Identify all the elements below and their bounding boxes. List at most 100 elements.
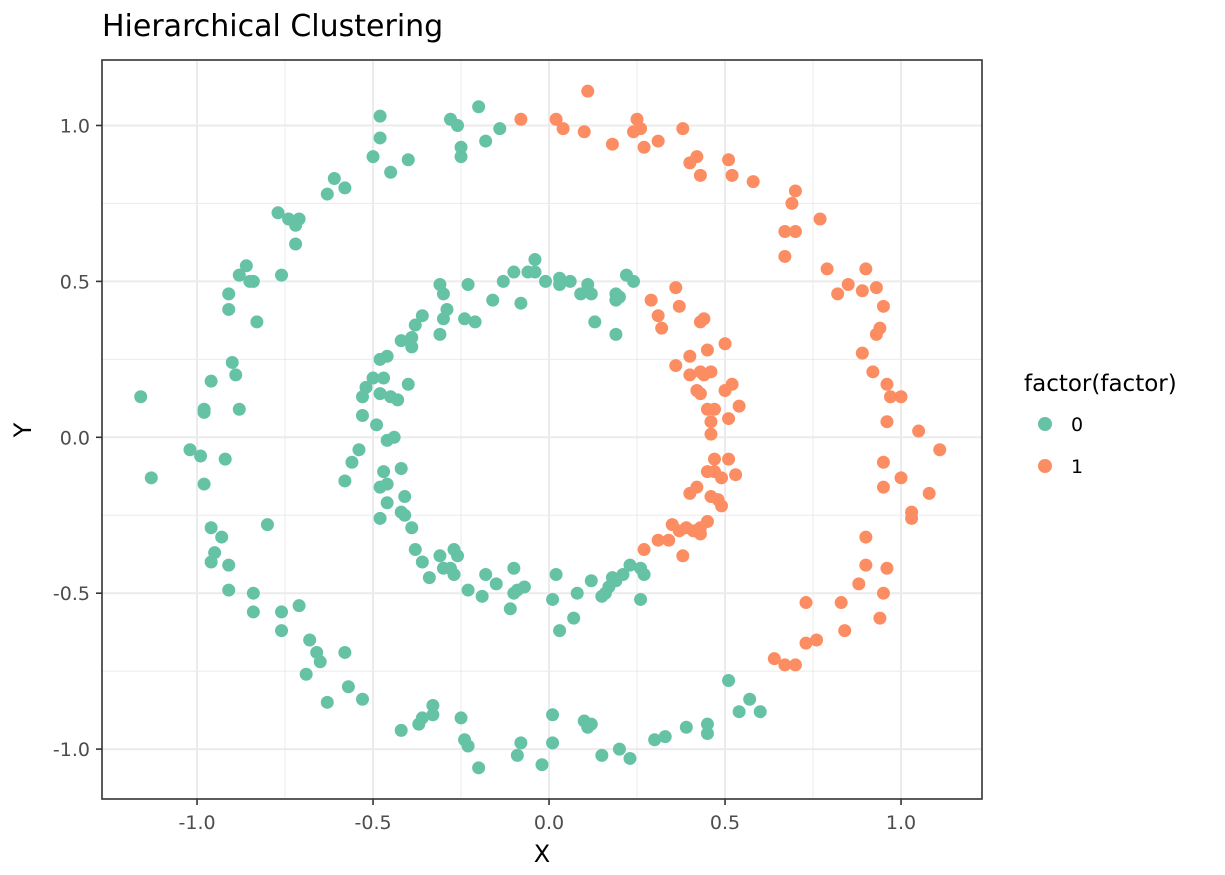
data-point-0 [222,583,236,597]
data-point-1 [676,549,690,563]
data-point-1 [683,349,697,363]
data-point-1 [722,412,736,426]
data-point-1 [859,530,873,544]
data-point-0 [479,134,493,148]
y-axis: -1.0 -0.5 0.0 0.5 1.0 [53,115,102,761]
data-point-0 [222,558,236,572]
data-point-0 [225,355,239,369]
data-point-0 [345,455,359,469]
data-point-0 [637,567,651,581]
x-tick-label: 1.0 [886,812,916,834]
data-point-0 [183,443,197,457]
data-point-1 [634,122,648,136]
data-point-0 [454,150,468,164]
data-point-0 [546,736,560,750]
data-point-1 [605,137,619,151]
data-point-1 [651,309,665,323]
data-point-0 [743,692,757,706]
data-point-0 [373,109,387,123]
data-point-1 [514,112,528,126]
data-point-0 [338,474,352,488]
data-point-0 [232,268,246,282]
x-axis: -1.0 -0.5 0.0 0.5 1.0 [179,799,916,834]
data-point-0 [468,315,482,329]
legend-key-0 [1038,417,1052,431]
data-point-1 [880,377,894,391]
y-tick-label: 0.5 [60,271,90,293]
data-point-1 [672,299,686,313]
data-point-1 [820,262,834,276]
legend-label-1: 1 [1071,456,1083,478]
data-point-0 [514,296,528,310]
data-point-1 [725,377,739,391]
data-point-0 [584,574,598,588]
data-point-1 [876,299,890,313]
data-point-0 [422,571,436,585]
data-point-1 [644,293,658,307]
data-point-0 [260,518,274,532]
data-point-0 [289,237,303,251]
data-point-0 [700,717,714,731]
y-tick-label: 1.0 [60,115,90,137]
data-point-0 [433,327,447,341]
data-point-0 [458,312,472,326]
data-point-0 [451,118,465,132]
data-point-1 [700,343,714,357]
data-point-0 [553,278,567,292]
data-point-0 [595,748,609,762]
data-point-0 [623,558,637,572]
data-point-0 [623,751,637,765]
data-point-0 [461,278,475,292]
data-point-0 [461,739,475,753]
data-point-1 [813,212,827,226]
legend: factor(factor) 0 1 [1024,371,1177,478]
data-point-0 [292,599,306,613]
data-point-0 [222,302,236,316]
data-point-0 [218,452,232,466]
data-point-0 [563,274,577,288]
data-point-1 [690,480,704,494]
data-point-0 [570,586,584,600]
data-point-0 [503,602,517,616]
data-point-0 [634,592,648,606]
data-point-0 [275,605,289,619]
data-point-1 [778,224,792,238]
data-point-0 [215,530,229,544]
data-point-0 [584,287,598,301]
data-point-0 [507,561,521,575]
data-point-0 [461,583,475,597]
panel-border [101,59,983,800]
data-point-1 [662,533,676,547]
data-point-0 [732,705,746,719]
data-point-1 [637,140,651,154]
data-point-1 [894,390,908,404]
data-point-0 [584,717,598,731]
data-point-1 [873,321,887,335]
data-point-0 [546,592,560,606]
data-point-1 [704,415,718,429]
data-point-0 [553,624,567,638]
data-point-0 [658,730,672,744]
data-point-1 [810,633,824,647]
data-point-0 [472,100,486,114]
data-point-0 [271,206,285,220]
data-point-0 [627,274,641,288]
data-point-1 [880,415,894,429]
x-axis-title: X [534,840,550,868]
data-point-1 [725,168,739,182]
data-point-1 [841,278,855,292]
data-point-0 [436,287,450,301]
y-tick-label: 0.0 [60,427,90,449]
data-point-1 [788,184,802,198]
data-point-1 [693,387,707,401]
data-point-0 [514,736,528,750]
data-point-0 [528,253,542,267]
data-point-0 [415,309,429,323]
data-point-1 [852,577,866,591]
data-point-0 [454,711,468,725]
data-point-0 [405,521,419,535]
data-point-1 [855,284,869,298]
data-point-1 [556,122,570,136]
data-point-1 [704,427,718,441]
